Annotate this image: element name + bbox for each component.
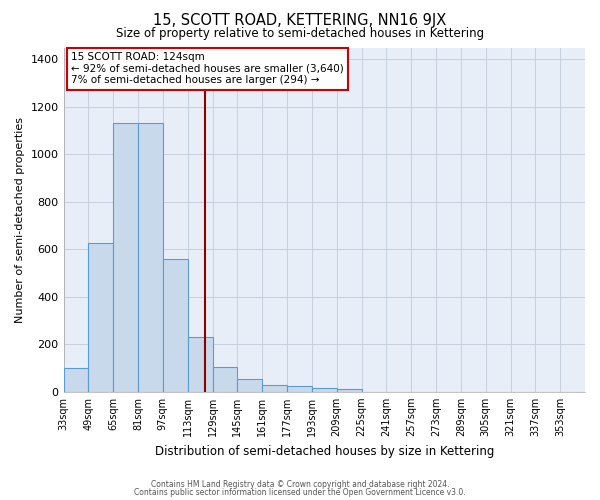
- Bar: [113, 124, 138, 392]
- Text: 15 SCOTT ROAD: 124sqm
← 92% of semi-detached houses are smaller (3,640)
7% of se: 15 SCOTT ROAD: 124sqm ← 92% of semi-deta…: [71, 52, 344, 86]
- Y-axis label: Number of semi-detached properties: Number of semi-detached properties: [15, 116, 25, 322]
- Bar: [238, 378, 262, 392]
- Text: Contains HM Land Registry data © Crown copyright and database right 2024.: Contains HM Land Registry data © Crown c…: [151, 480, 449, 489]
- Bar: [138, 124, 163, 392]
- Text: 15, SCOTT ROAD, KETTERING, NN16 9JX: 15, SCOTT ROAD, KETTERING, NN16 9JX: [154, 12, 446, 28]
- Bar: [287, 386, 312, 392]
- X-axis label: Distribution of semi-detached houses by size in Kettering: Distribution of semi-detached houses by …: [155, 444, 494, 458]
- Bar: [64, 368, 88, 392]
- Bar: [88, 244, 113, 392]
- Bar: [163, 259, 188, 392]
- Bar: [212, 367, 238, 392]
- Bar: [262, 384, 287, 392]
- Text: Size of property relative to semi-detached houses in Kettering: Size of property relative to semi-detach…: [116, 28, 484, 40]
- Bar: [337, 390, 362, 392]
- Bar: [312, 388, 337, 392]
- Text: Contains public sector information licensed under the Open Government Licence v3: Contains public sector information licen…: [134, 488, 466, 497]
- Bar: [188, 337, 212, 392]
